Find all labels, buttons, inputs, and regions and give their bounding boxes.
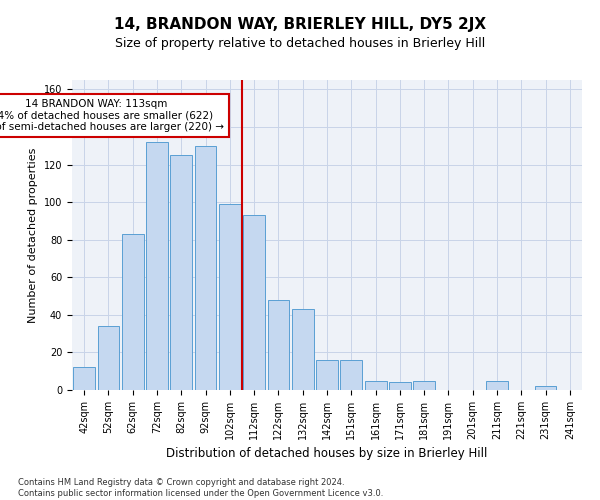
Bar [268, 300, 289, 390]
Bar [146, 142, 168, 390]
Bar [365, 380, 386, 390]
Text: Size of property relative to detached houses in Brierley Hill: Size of property relative to detached ho… [115, 38, 485, 51]
Bar [413, 380, 435, 390]
X-axis label: Distribution of detached houses by size in Brierley Hill: Distribution of detached houses by size … [166, 448, 488, 460]
Bar [535, 386, 556, 390]
Bar [219, 204, 241, 390]
Bar [122, 234, 143, 390]
Bar [292, 309, 314, 390]
Bar [194, 146, 217, 390]
Y-axis label: Number of detached properties: Number of detached properties [28, 148, 38, 322]
Text: 14, BRANDON WAY, BRIERLEY HILL, DY5 2JX: 14, BRANDON WAY, BRIERLEY HILL, DY5 2JX [114, 18, 486, 32]
Bar [243, 216, 265, 390]
Bar [486, 380, 508, 390]
Bar [340, 360, 362, 390]
Text: 14 BRANDON WAY: 113sqm
← 74% of detached houses are smaller (622)
26% of semi-de: 14 BRANDON WAY: 113sqm ← 74% of detached… [0, 99, 224, 132]
Bar [316, 360, 338, 390]
Text: Contains HM Land Registry data © Crown copyright and database right 2024.
Contai: Contains HM Land Registry data © Crown c… [18, 478, 383, 498]
Bar [97, 326, 119, 390]
Bar [389, 382, 411, 390]
Bar [170, 155, 192, 390]
Bar [73, 368, 95, 390]
